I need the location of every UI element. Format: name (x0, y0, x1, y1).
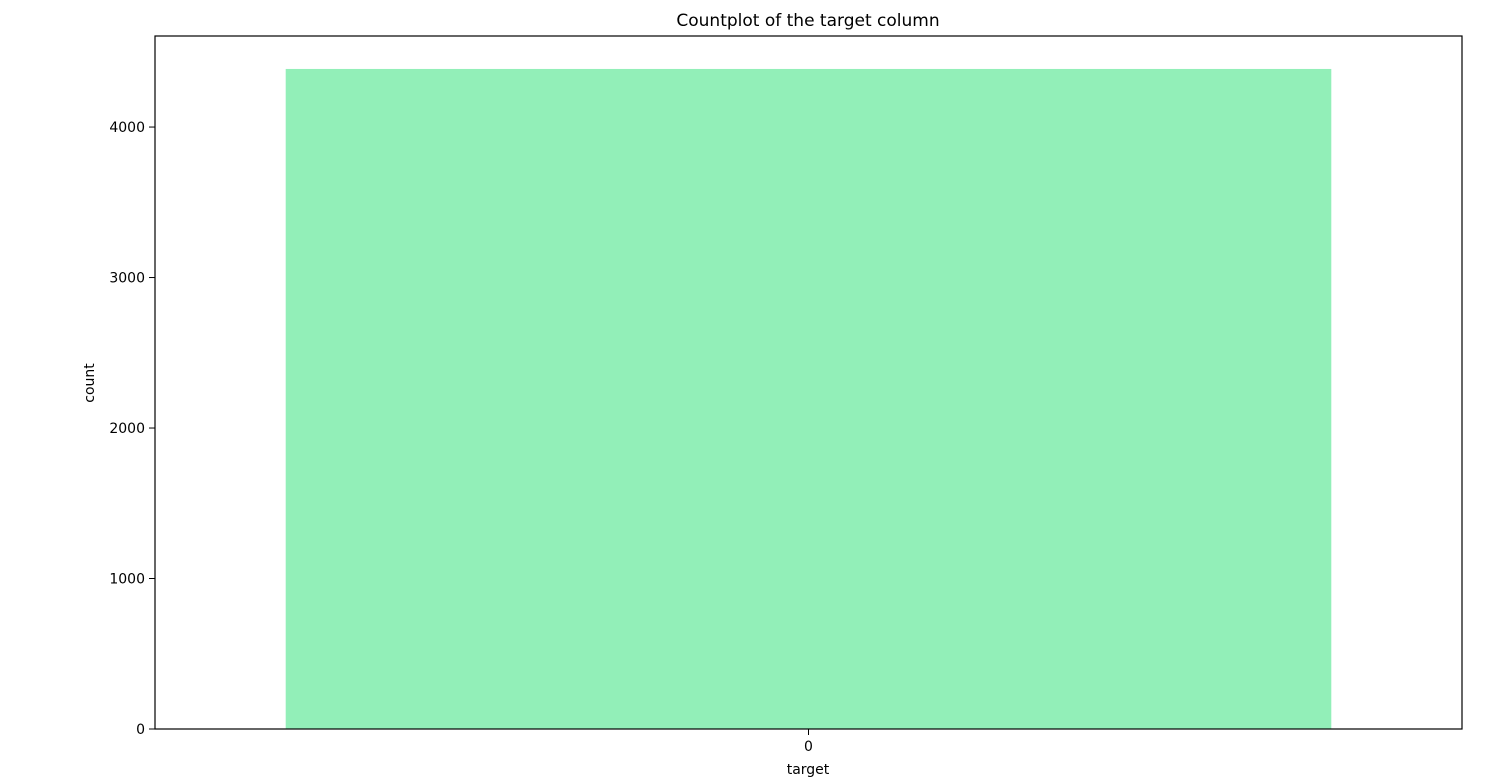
y-tick-label: 2000 (109, 421, 145, 437)
y-axis-label: count (82, 363, 98, 403)
bars-layer (285, 68, 1332, 729)
y-tick-label: 1000 (109, 572, 145, 588)
axes-frame (154, 35, 1463, 730)
y-tick-label: 0 (136, 722, 145, 738)
x-axis-label: target (787, 762, 830, 778)
x-tick-label: 0 (804, 739, 813, 755)
y-axis-ticks: 0 1000 2000 3000 4000 (109, 120, 155, 738)
x-axis-ticks: 0 (804, 729, 813, 755)
bar-0 (285, 68, 1332, 729)
y-tick-label: 4000 (109, 120, 145, 136)
chart-title: Countplot of the target column (676, 11, 939, 31)
y-tick-label: 3000 (109, 271, 145, 287)
